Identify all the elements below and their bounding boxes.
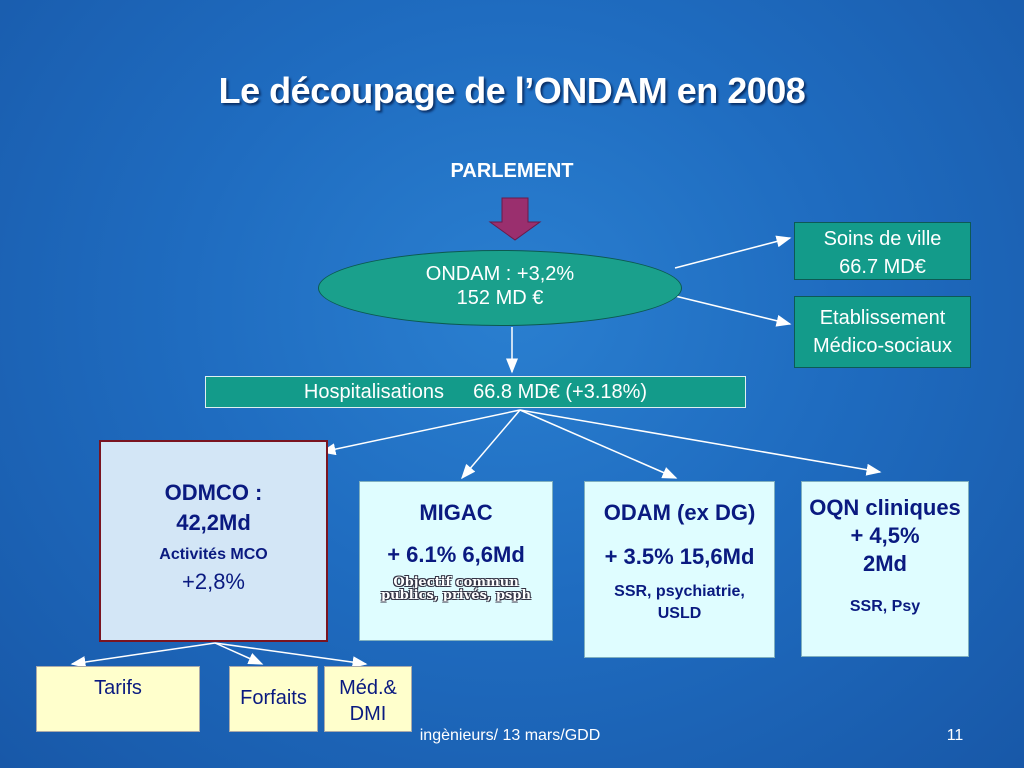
odam-title: ODAM (ex DG)	[603, 500, 756, 525]
odmco-line3: Activités MCO	[159, 546, 268, 563]
footer-text: ingènieurs/ 13 mars/GDD	[419, 727, 601, 744]
odmco-line1: ODMCO :	[164, 480, 263, 505]
odam-value: + 3.5% 15,6Md	[604, 544, 755, 569]
migac-value: + 6.1% 6,6Md	[387, 542, 525, 567]
etab-line2: Médico-sociaux	[813, 335, 952, 357]
tarifs-box: Tarifs	[36, 666, 200, 732]
etablissement-box: Etablissement Médico-sociaux	[794, 296, 971, 368]
oqn-box: OQN cliniques + 4,5% 2Md SSR, Psy	[801, 481, 969, 657]
page-number: 11	[946, 727, 964, 744]
soins-de-ville-box: Soins de ville 66.7 MD€	[794, 222, 971, 280]
oqn-line3: 2Md	[863, 551, 907, 576]
med-dmi-box: Méd.& DMI	[324, 666, 412, 732]
odam-sub2: USLD	[657, 605, 702, 622]
ondam-ellipse: ONDAM : +3,2% 152 MD €	[318, 250, 682, 326]
migac-box: MIGAC + 6.1% 6,6Md Objectif commun publi…	[359, 481, 553, 641]
odam-sub1: SSR, psychiatrie,	[614, 583, 745, 600]
parlement-arrow	[488, 197, 542, 241]
hospitalisations-box: Hospitalisations 66.8 MD€ (+3.18%)	[205, 376, 746, 408]
ondam-line2: 152 MD €	[456, 287, 544, 309]
migac-note2: publics, privés, psph	[381, 588, 531, 603]
med-line1: Méd.&	[339, 677, 397, 699]
soins-line2: 66.7 MD€	[839, 256, 926, 278]
hosp-value: 66.8 MD€ (+3.18%)	[473, 381, 648, 403]
slide-title: Le découpage de l’ONDAM en 2008	[218, 70, 806, 111]
med-line2: DMI	[349, 703, 387, 725]
migac-note1: Objectif commun	[393, 575, 519, 590]
parlement-label: PARLEMENT	[450, 160, 574, 182]
soins-line1: Soins de ville	[823, 228, 942, 250]
odmco-box: ODMCO : 42,2Md Activités MCO +2,8%	[99, 440, 328, 642]
migac-title: MIGAC	[419, 500, 493, 525]
oqn-line2: + 4,5%	[850, 523, 920, 548]
odmco-line4: +2,8%	[182, 569, 245, 594]
odmco-line2: 42,2Md	[176, 510, 251, 535]
etab-line1: Etablissement	[819, 307, 946, 329]
hosp-label: Hospitalisations	[303, 381, 444, 403]
oqn-line1: OQN cliniques	[809, 495, 961, 520]
ondam-line1: ONDAM : +3,2%	[425, 263, 575, 285]
oqn-sub: SSR, Psy	[849, 598, 921, 615]
odam-box: ODAM (ex DG) + 3.5% 15,6Md SSR, psychiat…	[584, 481, 775, 658]
forfaits-box: Forfaits	[229, 666, 318, 732]
